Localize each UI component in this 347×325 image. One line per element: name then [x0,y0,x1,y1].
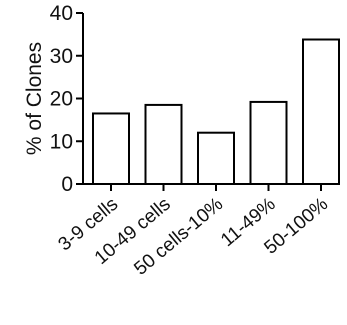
y-axis-title: % of Clones [23,42,46,155]
y-tick-label: 30 [50,45,73,68]
y-tick-label: 20 [50,88,73,111]
bar-5 [302,38,340,185]
y-tick-label: 40 [50,2,73,25]
bar-2 [144,103,183,185]
bar-4 [249,100,288,185]
bar-1 [92,112,130,185]
y-tick-label: 10 [50,130,73,153]
bar-3 [197,131,235,185]
y-tick-label: 0 [61,173,73,196]
